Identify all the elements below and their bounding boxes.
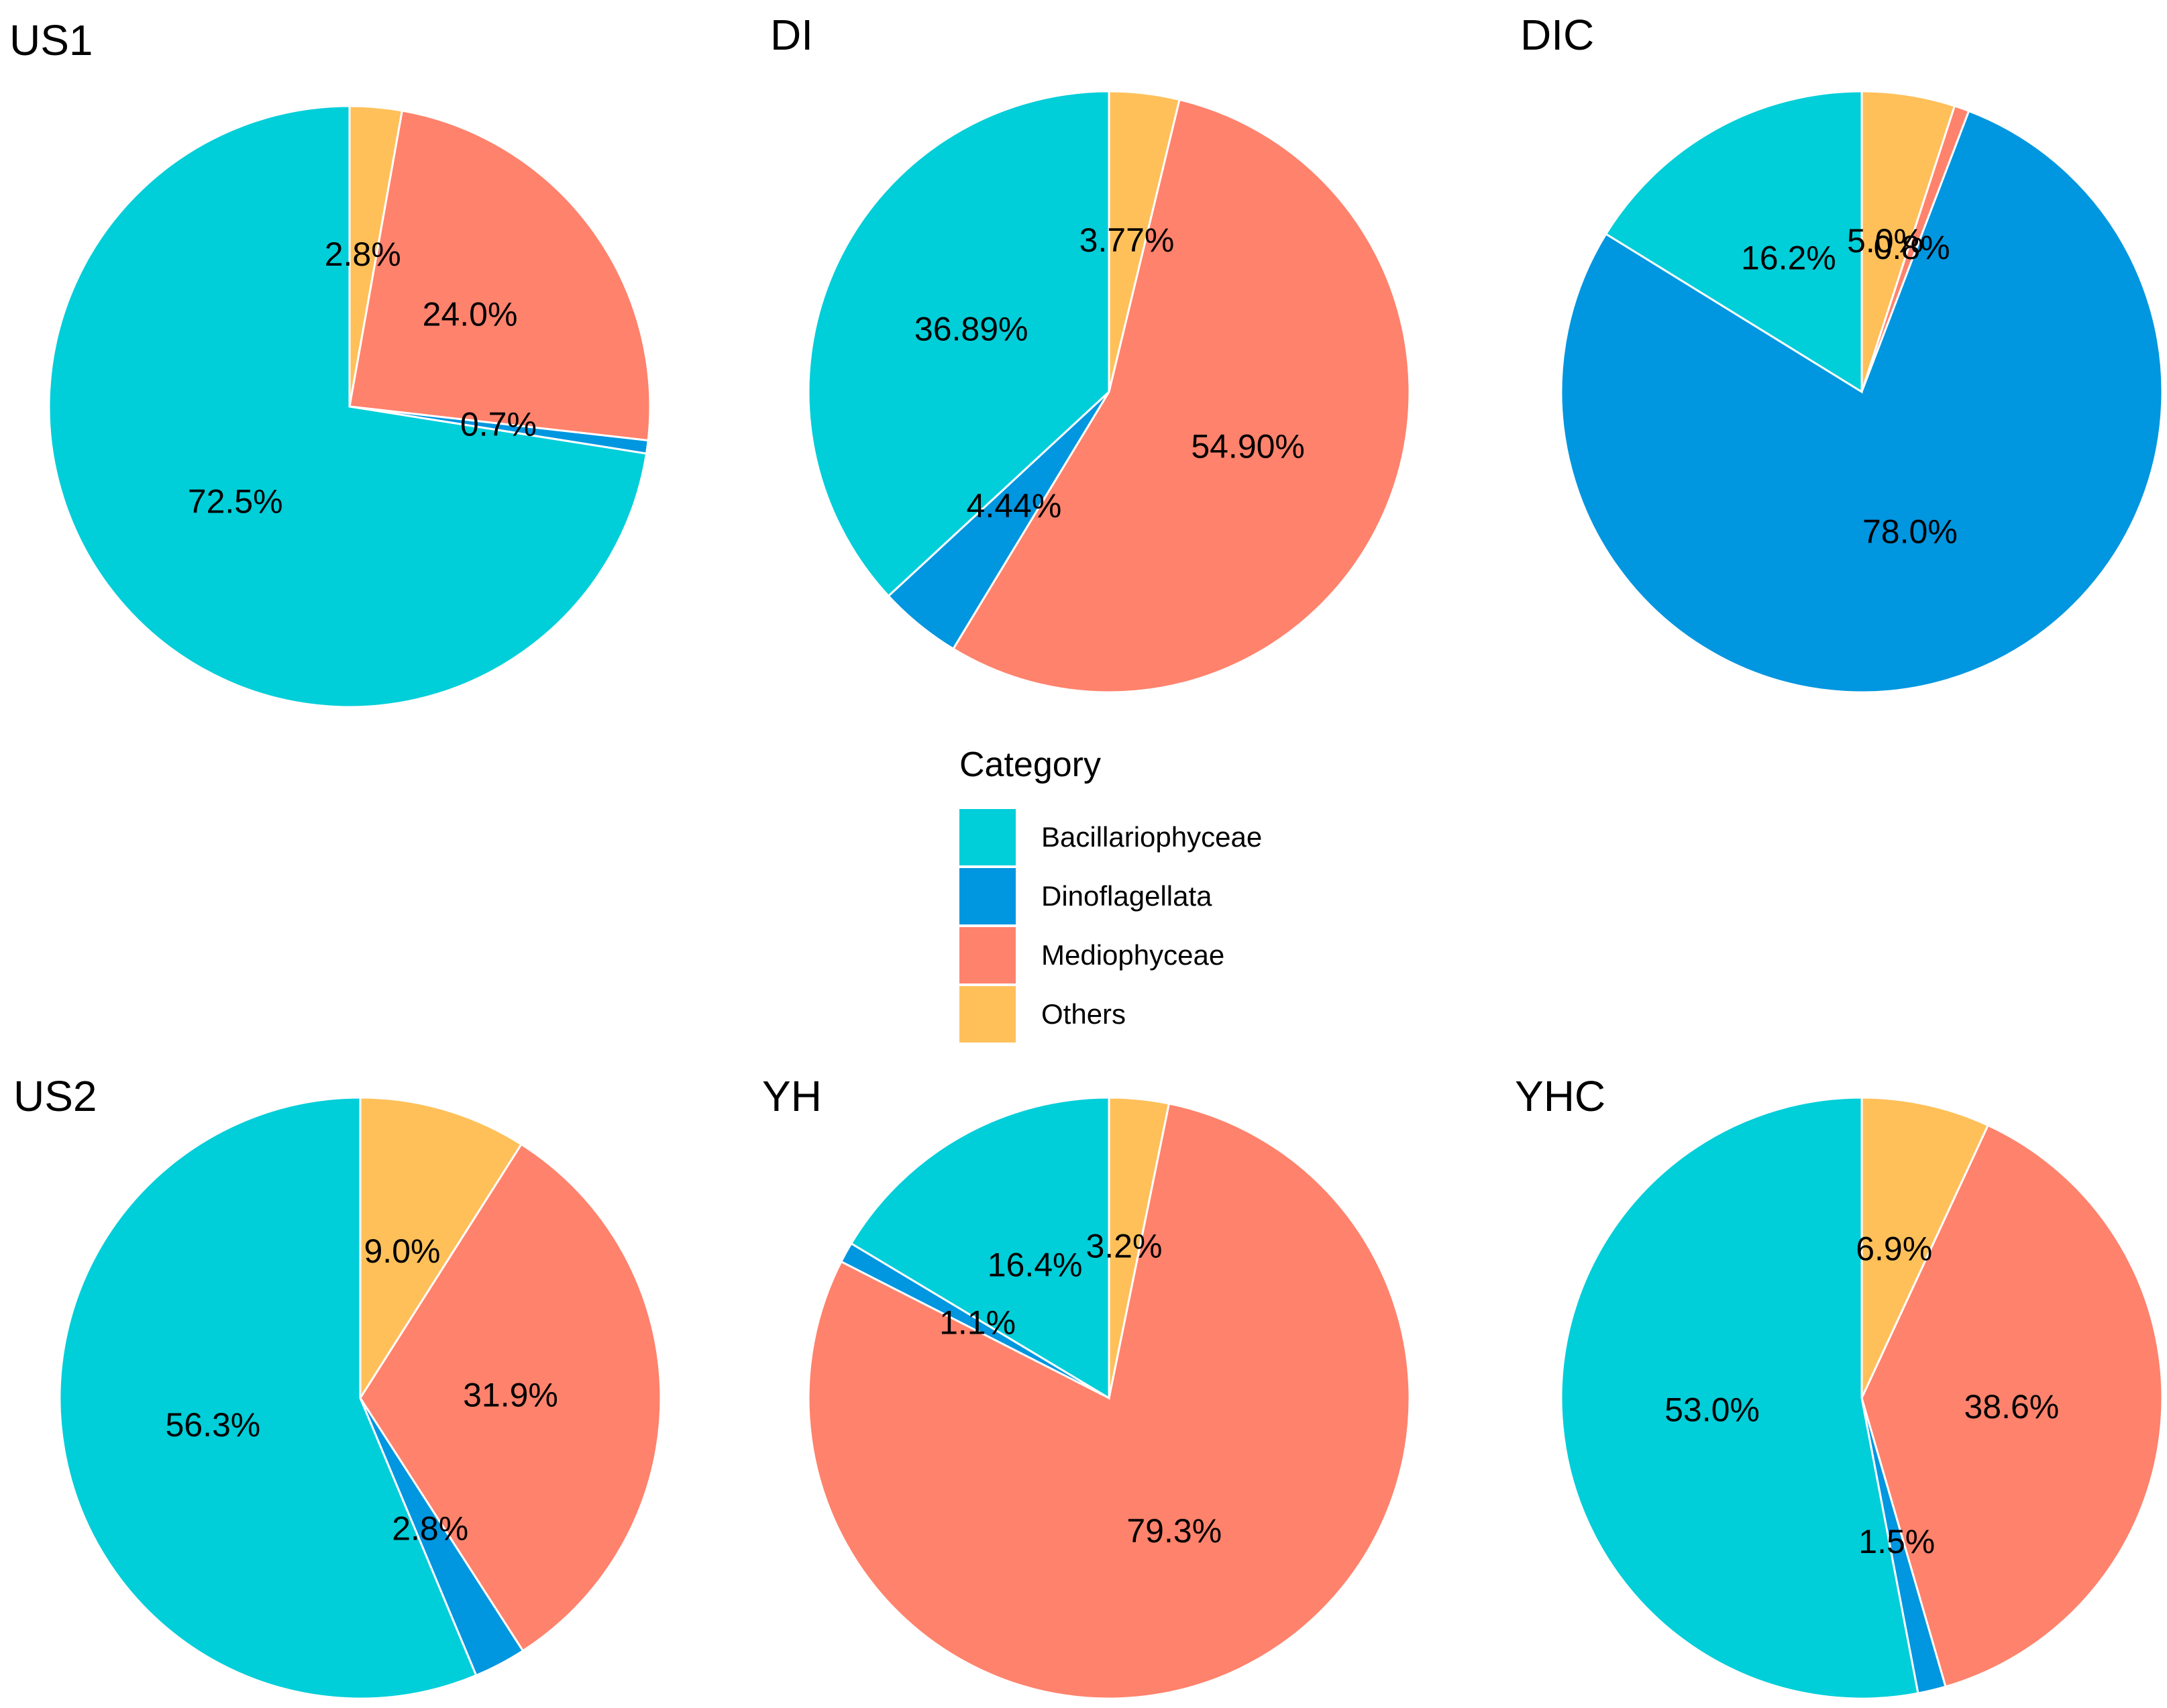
pie-slice-yhc-others <box>1860 1096 1990 1399</box>
data-label-yhc-dinoflagellata: 1.5% <box>1858 1523 1935 1560</box>
legend-label-dinoflagellata: Dinoflagellata <box>1041 880 1212 912</box>
legend-key-bacillariophyceae <box>959 809 1016 865</box>
data-label-yhc-bacillariophyceae: 53.0% <box>1664 1391 1760 1428</box>
data-label-us1-mediophyceae: 24.0% <box>423 295 518 333</box>
data-label-dic-dinoflagellata: 78.0% <box>1862 513 1958 550</box>
data-label-dic-mediophyceae: 0.8% <box>1874 229 1950 266</box>
legend: Category Bacillariophyceae Dinoflagellat… <box>959 745 1262 1044</box>
data-label-us2-mediophyceae: 31.9% <box>463 1376 558 1413</box>
pie-slice-yhc-mediophyceae <box>1860 1124 2164 1689</box>
data-label-us2-others: 9.0% <box>364 1232 441 1270</box>
data-label-us1-dinoflagellata: 0.7% <box>460 405 537 443</box>
data-label-us2-dinoflagellata: 2.8% <box>392 1509 468 1547</box>
legend-label-others: Others <box>1041 998 1126 1030</box>
pie-slice-us2-bacillariophyceae <box>58 1096 478 1700</box>
data-label-us1-bacillariophyceae: 72.5% <box>188 483 283 521</box>
legend-key-others <box>959 986 1016 1043</box>
panel-title-us1: US1 <box>9 16 93 64</box>
data-label-yh-dinoflagellata: 1.1% <box>939 1304 1016 1342</box>
panel-title-yhc: YHC <box>1515 1072 1606 1120</box>
legend-item-others: Others <box>959 985 1262 1044</box>
pie-slice-yh-mediophyceae <box>807 1102 1411 1700</box>
data-label-us2-bacillariophyceae: 56.3% <box>165 1406 260 1444</box>
pie-slice-yhc-bacillariophyceae <box>1560 1096 1919 1700</box>
data-label-di-others: 3.77% <box>1079 221 1175 259</box>
legend-label-mediophyceae: Mediophyceae <box>1041 939 1225 971</box>
data-label-yhc-mediophyceae: 38.6% <box>1964 1388 2059 1426</box>
data-label-yh-others: 3.2% <box>1086 1227 1162 1265</box>
panel-title-di: DI <box>770 11 813 59</box>
legend-label-bacillariophyceae: Bacillariophyceae <box>1041 821 1263 853</box>
pie-slice-di-bacillariophyceae <box>807 90 1110 598</box>
data-label-us1-others: 2.8% <box>325 235 401 273</box>
pie-slice-yh-bacillariophyceae <box>849 1096 1110 1400</box>
pie-slice-us1-bacillariophyceae <box>48 105 648 708</box>
legend-item-dinoflagellata: Dinoflagellata <box>959 867 1262 926</box>
data-label-di-bacillariophyceae: 36.89% <box>914 311 1028 348</box>
data-label-di-mediophyceae: 54.90% <box>1191 428 1305 466</box>
data-label-di-dinoflagellata: 4.44% <box>967 487 1062 525</box>
pie-slice-us1-mediophyceae <box>348 109 651 442</box>
legend-item-mediophyceae: Mediophyceae <box>959 926 1262 985</box>
pie-slice-di-mediophyceae <box>951 98 1411 694</box>
pie-slice-us2-others <box>359 1096 523 1402</box>
pie-slice-dic-dinoflagellata <box>1560 109 2164 694</box>
data-label-dic-bacillariophyceae: 16.2% <box>1741 239 1836 277</box>
legend-title: Category <box>959 745 1101 784</box>
legend-key-dinoflagellata <box>959 868 1016 924</box>
data-label-yhc-others: 6.9% <box>1856 1230 1932 1267</box>
panel-title-yh: YH <box>762 1072 822 1120</box>
legend-item-bacillariophyceae: Bacillariophyceae <box>959 808 1262 867</box>
panel-title-dic: DIC <box>1520 11 1595 59</box>
panel-title-us2: US2 <box>13 1072 97 1120</box>
pie-slice-us2-mediophyceae <box>359 1142 662 1652</box>
data-label-dic-others: 5.0% <box>1847 222 1923 260</box>
data-label-yh-mediophyceae: 79.3% <box>1126 1512 1222 1550</box>
pie-slice-dic-bacillariophyceae <box>1604 90 1863 394</box>
data-label-yh-bacillariophyceae: 16.4% <box>988 1246 1083 1283</box>
legend-key-mediophyceae <box>959 927 1016 983</box>
